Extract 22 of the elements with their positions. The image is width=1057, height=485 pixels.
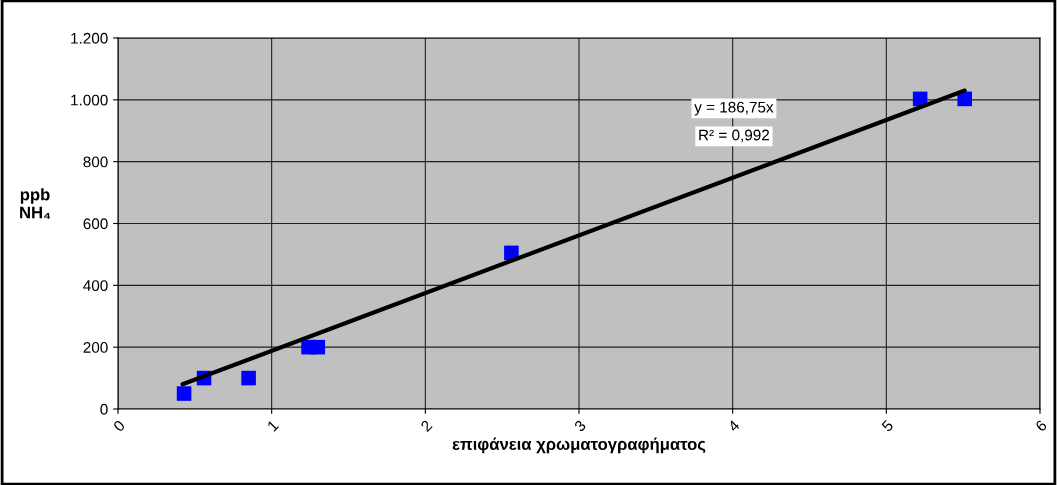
x-tick-label: 5 <box>881 419 894 433</box>
annotation: y = 186,75x <box>694 101 774 116</box>
point <box>310 339 326 355</box>
y-tick-label: 800 <box>83 156 108 168</box>
x-tick-label: 3 <box>573 419 587 433</box>
x-tick-label: 2 <box>420 419 433 433</box>
y-tick-label: 1.000 <box>71 94 108 106</box>
y-tick-label: 0 <box>100 403 108 415</box>
annotation: R² = 0,992 <box>699 129 770 143</box>
x-tick-label: 4 <box>727 419 741 433</box>
y-axis-title: ppb NH₄ <box>20 188 51 219</box>
x-axis-title: επιφάνεια χρωματογραφήματος <box>452 437 706 454</box>
point <box>241 370 256 386</box>
point <box>176 386 192 401</box>
y-tick-label: 1.200 <box>71 32 108 44</box>
y-tick-label: 400 <box>83 280 108 292</box>
x-tick-label: 0 <box>112 419 126 433</box>
y-tick-label: 200 <box>83 342 108 353</box>
x-tick-label: 6 <box>1034 419 1048 433</box>
y-tick-label: 600 <box>83 218 108 230</box>
point <box>957 91 972 107</box>
x-tick-label: 1 <box>266 419 279 432</box>
